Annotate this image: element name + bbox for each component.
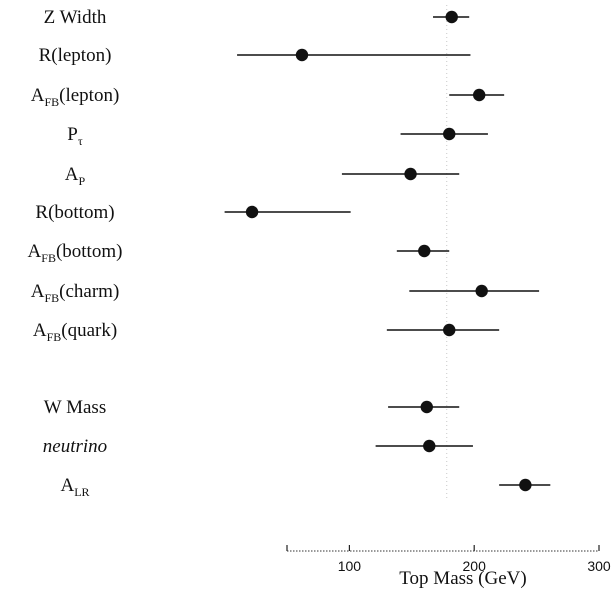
row-label-subscript: τ: [78, 134, 83, 148]
error-bars: [224, 16, 551, 486]
x-axis: 100 200 300: [286, 545, 611, 574]
row-label: AFB(lepton): [31, 85, 120, 109]
row-label-subscript: P: [79, 174, 86, 188]
row-label-main: W Mass: [44, 397, 106, 418]
data-points: [245, 10, 532, 492]
row-label: AFB(charm): [31, 281, 120, 305]
row-label-main: P: [67, 124, 78, 145]
row-label: Z Width: [44, 7, 107, 28]
row-label-subscript: FB: [41, 251, 56, 265]
row-label-main: A: [33, 320, 47, 341]
row-label-suffix: (lepton): [59, 85, 119, 106]
data-point: [475, 284, 488, 298]
row-label-main: Z Width: [44, 7, 107, 28]
x-tick-label: 200: [463, 558, 487, 574]
row-label: neutrino: [43, 436, 107, 457]
row-label-suffix: (quark): [61, 320, 117, 341]
row-label-suffix: (bottom): [56, 241, 123, 262]
data-point: [443, 127, 456, 141]
row-label: R(bottom): [35, 202, 114, 223]
x-tick-label: 100: [338, 558, 362, 574]
x-tick-label: 300: [587, 558, 611, 574]
row-label-main: R(bottom): [35, 202, 114, 223]
row-label-main: A: [31, 85, 45, 106]
row-label: AFB(quark): [33, 320, 117, 344]
row-label: ALR: [60, 475, 89, 499]
data-point: [418, 244, 431, 258]
row-label: R(lepton): [39, 45, 112, 66]
row-label-main: A: [28, 241, 42, 262]
row-label-subscript: LR: [74, 485, 89, 499]
data-point: [443, 323, 456, 337]
row-label-main: neutrino: [43, 436, 107, 457]
x-axis-title: Top Mass (GeV): [399, 568, 526, 589]
data-point: [423, 439, 436, 453]
data-point: [519, 478, 532, 492]
row-labels: Z WidthR(lepton)AFB(lepton)PτAPR(bottom)…: [28, 7, 123, 499]
row-label-subscript: FB: [44, 95, 59, 109]
row-label-subscript: FB: [47, 330, 62, 344]
row-label: W Mass: [44, 397, 106, 418]
data-point: [295, 48, 309, 62]
data-point: [245, 205, 259, 219]
data-point: [445, 10, 458, 24]
data-point: [420, 400, 433, 414]
row-label-suffix: (charm): [59, 281, 119, 302]
row-label: AP: [65, 164, 86, 188]
row-label-main: R(lepton): [39, 45, 112, 66]
row-label-subscript: FB: [44, 291, 59, 305]
data-point: [472, 88, 486, 102]
row-label-main: A: [65, 164, 79, 185]
data-point: [404, 167, 417, 181]
row-label: AFB(bottom): [28, 241, 123, 265]
row-label: Pτ: [67, 124, 83, 148]
row-label-main: A: [60, 475, 74, 496]
row-label-main: A: [31, 281, 45, 302]
